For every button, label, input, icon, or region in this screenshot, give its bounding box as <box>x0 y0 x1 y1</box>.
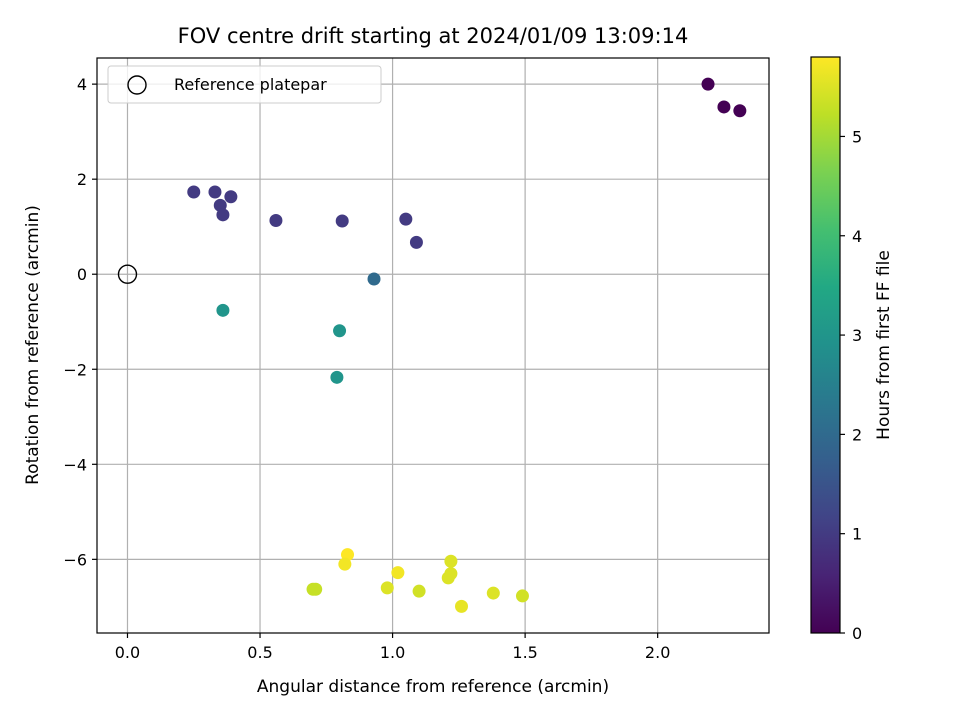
chart-title: FOV centre drift starting at 2024/01/09 … <box>178 24 689 48</box>
y-axis-label: Rotation from reference (arcmin) <box>23 205 43 485</box>
data-point-17 <box>338 557 352 571</box>
legend-entry-reference-platepar: Reference platepar <box>174 75 327 94</box>
legend-marker-icon <box>127 75 147 95</box>
data-point-8 <box>269 214 283 228</box>
data-point-11 <box>409 235 423 249</box>
data-point-7 <box>216 208 230 222</box>
colorbar-label: Hours from first FF file <box>874 250 894 440</box>
data-point-9 <box>335 214 349 228</box>
x-tick-label-4: 2.0 <box>645 643 670 662</box>
colorbar-ticks: 0 1 2 3 4 5 <box>840 127 862 643</box>
data-point-1 <box>717 100 731 114</box>
x-tick-label-2: 1.0 <box>380 643 405 662</box>
colorbar-gradient <box>810 56 841 634</box>
reference-platepar-marker <box>117 264 138 284</box>
x-axis-label: Angular distance from reference (arcmin) <box>257 677 609 697</box>
x-tick-label-0: 0.0 <box>115 643 140 662</box>
data-point-15 <box>330 370 344 384</box>
y-tick-label-5: −6 <box>63 550 87 569</box>
colorbar-tick-label-5: 5 <box>852 127 862 146</box>
data-point-25 <box>441 571 455 585</box>
legend: Reference platepar <box>107 65 382 104</box>
colorbar-tick-label-3: 3 <box>852 326 862 345</box>
data-point-4 <box>208 185 222 199</box>
y-tick-label-3: −2 <box>63 360 87 379</box>
y-tick-label-4: −4 <box>63 455 87 474</box>
data-point-13 <box>216 303 230 317</box>
data-point-12 <box>367 272 381 286</box>
data-point-27 <box>486 586 500 600</box>
y-tick-label-2: 0 <box>77 265 87 284</box>
data-point-19 <box>309 582 323 596</box>
y-tick-label-0: 4 <box>77 75 87 94</box>
colorbar-tick-label-4: 4 <box>852 227 862 246</box>
data-point-20 <box>391 566 405 580</box>
data-point-2 <box>733 104 747 118</box>
legend-box <box>107 65 382 104</box>
x-tick-label-3: 1.5 <box>512 643 537 662</box>
data-point-3 <box>187 185 201 199</box>
plot-frame <box>96 57 770 634</box>
data-point-22 <box>412 584 426 598</box>
data-point-14 <box>333 324 347 338</box>
grid-lines <box>97 58 769 633</box>
data-point-5 <box>224 190 238 204</box>
colorbar: 0 1 2 3 4 5 Hours from first FF file <box>810 56 894 643</box>
colorbar-tick-label-1: 1 <box>852 525 862 544</box>
colorbar-tick-label-0: 0 <box>852 624 862 643</box>
data-point-10 <box>399 212 413 226</box>
data-point-26 <box>454 599 468 613</box>
data-point-21 <box>380 581 394 595</box>
x-axis-ticks: 0.0 0.5 1.0 1.5 2.0 <box>115 633 670 662</box>
y-tick-label-1: 2 <box>77 170 87 189</box>
data-point-23 <box>444 554 458 568</box>
y-axis-ticks: 4 2 0 −2 −4 −6 <box>63 75 97 569</box>
data-point-28 <box>515 589 529 603</box>
colorbar-tick-label-2: 2 <box>852 425 862 444</box>
data-points <box>187 77 747 613</box>
x-tick-label-1: 0.5 <box>247 643 272 662</box>
data-point-0 <box>701 77 715 91</box>
